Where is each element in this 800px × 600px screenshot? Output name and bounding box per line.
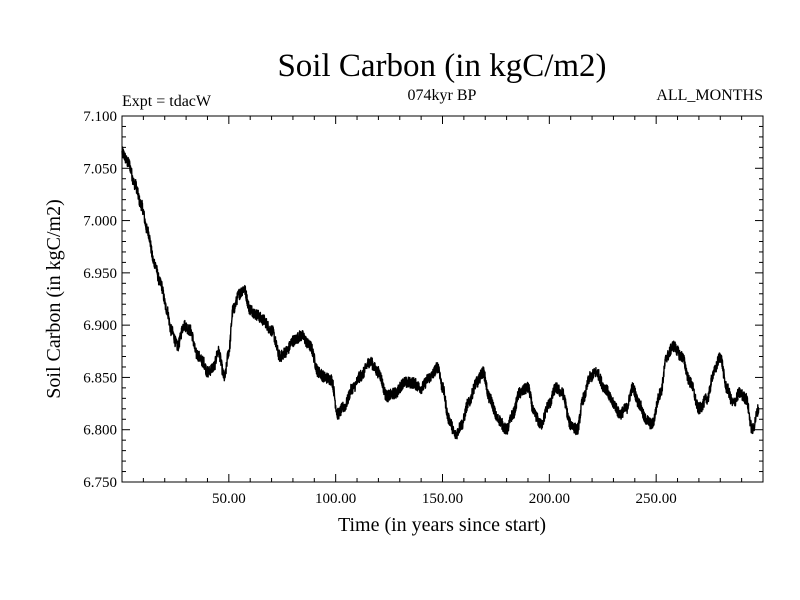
chart-title: Soil Carbon (in kgC/m2)	[277, 48, 606, 84]
x-tick-label: 100.00	[315, 491, 356, 507]
y-tick-label: 6.900	[83, 318, 117, 334]
y-tick-label: 6.750	[83, 475, 117, 491]
y-axis-ticks	[122, 125, 763, 473]
plot-frame	[121, 115, 764, 483]
months-label: ALL_MONTHS	[656, 87, 763, 104]
y-tick-label: 6.850	[83, 370, 117, 386]
experiment-label: Expt = tdacW	[122, 93, 212, 110]
y-tick-label: 7.000	[83, 214, 117, 230]
x-axis-tick-labels: 50.00 100.00 150.00 200.00 250.00	[212, 491, 677, 507]
y-tick-label: 6.800	[83, 423, 117, 439]
x-axis-label: Time (in years since start)	[338, 514, 546, 536]
y-axis-label: Soil Carbon (in kgC/m2)	[43, 199, 65, 398]
x-tick-label: 250.00	[636, 491, 677, 507]
y-tick-label: 7.050	[83, 161, 117, 177]
y-tick-label: 6.950	[83, 266, 117, 282]
y-axis-tick-labels: 6.750 6.800 6.850 6.900 6.950 7.000 7.050 7.100	[83, 109, 117, 491]
soil-carbon-series-line	[121, 146, 760, 440]
x-axis-ticks	[142, 116, 743, 482]
chart-subtitle: 074kyr BP	[408, 87, 477, 104]
y-tick-label: 7.100	[83, 109, 117, 125]
x-tick-label: 200.00	[529, 491, 570, 507]
x-tick-label: 150.00	[422, 491, 463, 507]
x-tick-label: 50.00	[212, 491, 246, 507]
